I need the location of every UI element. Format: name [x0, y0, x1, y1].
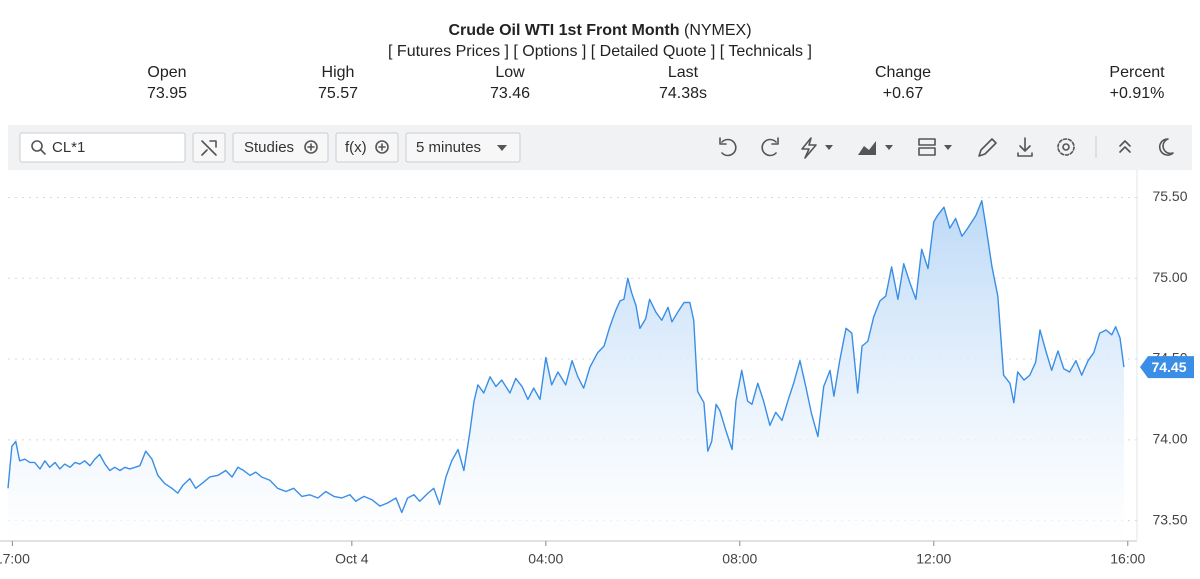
quote-label: Percent [1109, 64, 1165, 81]
price-line [7, 200, 1125, 514]
redo-icon[interactable] [761, 137, 779, 157]
y-tick-label: 75.50 [1152, 188, 1187, 204]
layout-icon[interactable] [918, 138, 936, 156]
area-fill [8, 200, 1124, 540]
x-tick-label: 12:00 [916, 551, 951, 567]
settings-icon[interactable] [1062, 143, 1070, 151]
quote-value: +0.67 [883, 85, 924, 102]
shuffle-icon [201, 140, 217, 156]
y-tick-label: 73.50 [1152, 511, 1187, 527]
plus-icon [307, 143, 315, 151]
title-exchange: (NYMEX) [684, 22, 752, 39]
last-price-label: 74.45 [1151, 359, 1186, 375]
interval-select[interactable] [405, 132, 521, 163]
studies-button[interactable] [232, 132, 329, 163]
y-tick-label: 74.00 [1152, 431, 1187, 447]
quote-value: +0.91% [1110, 85, 1165, 102]
studies-text: Studies [244, 139, 294, 156]
y-tick-label: 75.00 [1152, 269, 1187, 285]
quote-stats: Open 73.95 High 75.57 Low 73.46 Last 74.38s Chan… [147, 64, 1165, 102]
chart-type-icon[interactable] [858, 141, 876, 155]
quote-label: Last [668, 64, 699, 81]
last-price-marker [1140, 356, 1194, 379]
collapse-icon[interactable] [1119, 140, 1131, 153]
caret [497, 145, 507, 151]
links-line: [ Futures Prices ] [ Options ] [ Detaile… [388, 43, 812, 60]
theme-icon[interactable] [1158, 138, 1174, 156]
undo-icon[interactable] [719, 137, 737, 157]
search-icon [31, 140, 43, 152]
quote-value: 75.57 [318, 85, 358, 102]
search-icon [40, 149, 46, 155]
quote-label: Open [147, 64, 186, 81]
symbol-text: CL*1 [52, 139, 85, 156]
x-tick-label: 04:00 [528, 551, 563, 567]
quote-links: [ Futures Prices ] [ Options ] [ Detaile… [388, 43, 812, 60]
settings-icon [1057, 138, 1075, 156]
symbol-search[interactable] [19, 132, 186, 163]
title: Crude Oil WTI 1st Front Month (NYMEX) [448, 22, 751, 39]
interval-text: 5 minutes [416, 139, 481, 156]
caret [885, 145, 893, 150]
caret [825, 145, 833, 150]
plus-icon [304, 140, 318, 154]
quote-label: Low [495, 64, 525, 81]
plus-icon [378, 143, 386, 151]
x-tick-label: 08:00 [722, 551, 757, 567]
quote-link[interactable]: [ Detailed Quote ] [591, 43, 716, 60]
quote-value: 73.95 [147, 85, 187, 102]
download-icon[interactable] [1017, 137, 1033, 157]
quote-label: High [322, 64, 355, 81]
quote-link[interactable]: [ Options ] [513, 43, 586, 60]
x-tick-label: 16:00 [1110, 551, 1145, 567]
x-tick-label: Oct 4 [335, 551, 369, 567]
toolbar [8, 125, 1192, 170]
functions-text: f(x) [345, 139, 367, 156]
x-tick-label: 17:00 [0, 551, 30, 567]
plus-icon [375, 140, 389, 154]
title-name: Crude Oil WTI 1st Front Month [448, 22, 679, 39]
quote-value: 73.46 [490, 85, 530, 102]
quote-label: Change [875, 64, 931, 81]
caret [944, 145, 952, 150]
events-icon[interactable] [801, 137, 817, 159]
quote-link[interactable]: [ Futures Prices ] [388, 43, 509, 60]
draw-icon[interactable] [978, 138, 997, 157]
quote-value: 74.38s [659, 85, 707, 102]
quote-link[interactable]: [ Technicals ] [720, 43, 812, 60]
